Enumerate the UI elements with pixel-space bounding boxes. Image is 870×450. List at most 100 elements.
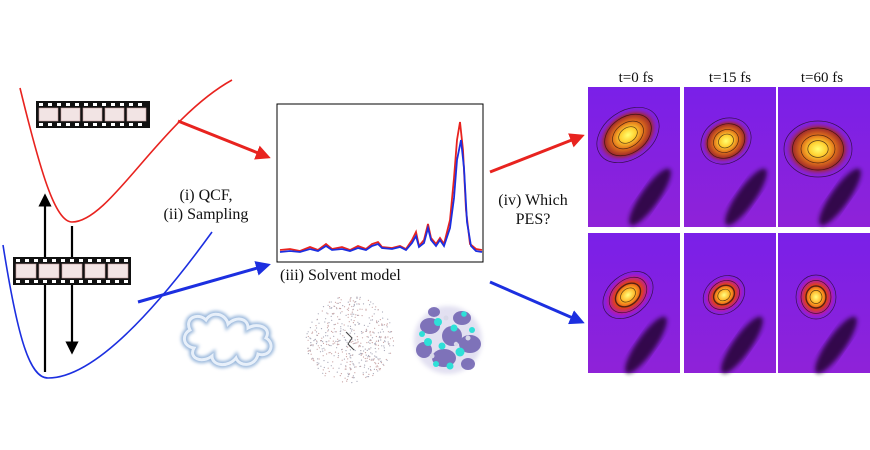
solvent-point	[331, 319, 333, 321]
solvent-point	[368, 373, 370, 375]
solvent-point	[336, 302, 338, 304]
solvent-point	[312, 357, 314, 359]
solvent-point	[316, 362, 318, 364]
solvent-point	[334, 323, 336, 325]
solvent-point	[387, 341, 389, 343]
solvent-point	[339, 302, 341, 304]
solvent-point	[382, 317, 384, 319]
solvent-point	[389, 338, 392, 340]
solvent-point	[392, 340, 395, 342]
solvent-point	[349, 369, 352, 371]
solvent-point	[329, 351, 331, 354]
solvent-point	[365, 371, 367, 373]
solvent-point	[379, 331, 382, 333]
solvent-point	[352, 300, 354, 302]
solvent-point	[330, 345, 332, 347]
solvent-point	[362, 372, 364, 374]
solvent-point	[317, 345, 319, 347]
solvent-point	[317, 367, 319, 369]
solvent-point	[371, 315, 373, 317]
solvent-point	[335, 307, 338, 309]
solvent-point	[361, 337, 364, 339]
solvent-point	[318, 322, 320, 324]
solvent-point	[333, 305, 335, 307]
solvent-point	[369, 358, 371, 360]
solvent-point	[324, 321, 326, 323]
solvent-point	[376, 365, 378, 367]
solvent-point	[342, 335, 344, 337]
solvent-point	[328, 340, 330, 342]
solvent-point	[337, 297, 339, 299]
solvent-point	[377, 362, 379, 364]
solvent-point	[383, 345, 385, 347]
solvent-point	[349, 364, 351, 366]
solvent-point	[319, 351, 322, 353]
solute-molecule	[345, 331, 355, 351]
solvent-point	[341, 323, 343, 325]
solvent-point	[332, 361, 334, 363]
solvent-point	[331, 353, 333, 355]
solvent-point	[322, 372, 324, 374]
solvent-point	[351, 354, 353, 356]
solvent-point	[343, 306, 346, 308]
solvent-point	[362, 353, 364, 355]
solvent-point	[316, 340, 318, 342]
red-arrow-to-spectrum	[177, 119, 271, 160]
solvent-point	[372, 303, 374, 305]
wavepacket-panel-excited-0	[588, 87, 680, 227]
solvent-point	[345, 368, 347, 370]
solvent-point	[357, 321, 359, 323]
solvent-point	[372, 359, 374, 361]
solvent-point	[382, 363, 384, 365]
solvent-point	[349, 361, 351, 363]
solvent-point	[379, 358, 381, 360]
solvent-point	[366, 329, 368, 331]
solvent-point	[327, 344, 330, 346]
solvent-point	[375, 306, 377, 308]
solvent-point	[360, 350, 362, 352]
solvent-point	[365, 328, 367, 330]
solvent-point	[389, 352, 392, 354]
solvent-point	[352, 340, 354, 342]
solvent-point	[372, 331, 374, 333]
solvent-point	[369, 304, 371, 306]
solvent-point	[374, 342, 377, 344]
solvent-point	[323, 347, 325, 349]
solvent-point	[375, 335, 377, 338]
solvent-point	[347, 358, 349, 360]
solvent-point	[340, 373, 342, 375]
solvent-point	[351, 361, 353, 363]
solvent-point	[353, 329, 355, 331]
solvent-point	[354, 349, 356, 352]
solvent-point	[365, 330, 367, 332]
solvent-point	[369, 332, 371, 334]
solvent-point	[332, 313, 334, 315]
solvent-point	[356, 342, 358, 344]
solvent-point	[341, 359, 343, 361]
solvent-point	[370, 347, 372, 349]
solvent-point	[339, 339, 341, 341]
solvent-point	[389, 322, 391, 324]
solvent-point	[329, 306, 331, 308]
solvent-point	[354, 316, 356, 318]
solvent-point	[353, 377, 355, 379]
solvent-point	[324, 375, 326, 377]
solvent-point	[371, 358, 373, 360]
solvent-point	[367, 368, 370, 370]
solvent-point	[383, 349, 385, 352]
solvent-point	[377, 332, 379, 334]
solvent-point	[367, 336, 369, 338]
solvent-point	[316, 348, 318, 350]
solvent-point	[343, 358, 345, 360]
solvent-point	[349, 328, 352, 330]
solvent-point	[349, 303, 351, 305]
solvent-point	[380, 336, 382, 338]
solvent-point	[320, 328, 323, 330]
film-strip-icon	[13, 257, 131, 285]
solvent-point	[311, 331, 314, 333]
solvent-point	[346, 378, 348, 381]
solvent-point	[339, 333, 341, 335]
solvent-point	[352, 322, 354, 324]
explicit-solvent-cloud-icon	[305, 296, 395, 384]
solvent-point	[338, 343, 340, 345]
